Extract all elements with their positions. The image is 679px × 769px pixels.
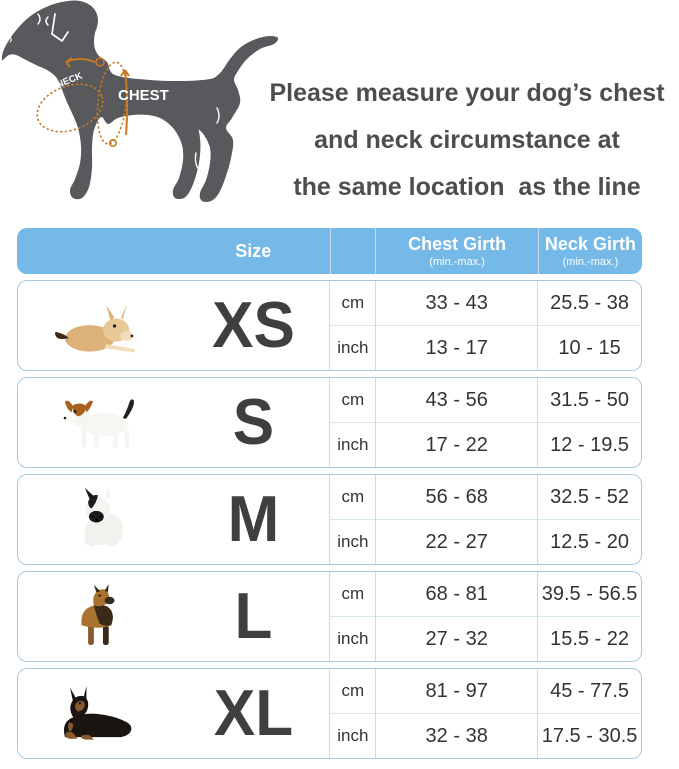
svg-text:CHEST: CHEST [118,87,169,104]
